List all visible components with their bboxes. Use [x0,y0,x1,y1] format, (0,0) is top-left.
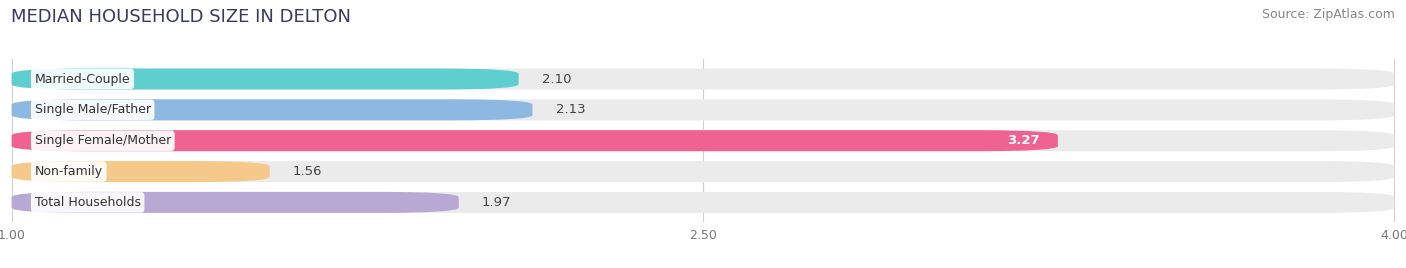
Text: 1.97: 1.97 [482,196,512,209]
Text: 2.13: 2.13 [555,103,585,116]
FancyBboxPatch shape [11,192,1395,213]
Text: Single Female/Mother: Single Female/Mother [35,134,172,147]
FancyBboxPatch shape [11,130,1395,151]
Text: MEDIAN HOUSEHOLD SIZE IN DELTON: MEDIAN HOUSEHOLD SIZE IN DELTON [11,8,352,26]
Text: 3.27: 3.27 [1007,134,1039,147]
FancyBboxPatch shape [11,192,458,213]
FancyBboxPatch shape [11,99,533,120]
FancyBboxPatch shape [11,69,519,90]
Text: Total Households: Total Households [35,196,141,209]
Text: 2.10: 2.10 [541,73,571,85]
FancyBboxPatch shape [11,69,1395,90]
FancyBboxPatch shape [11,161,270,182]
FancyBboxPatch shape [11,99,1395,120]
Text: Non-family: Non-family [35,165,103,178]
Text: Source: ZipAtlas.com: Source: ZipAtlas.com [1261,8,1395,21]
FancyBboxPatch shape [11,130,1057,151]
Text: Married-Couple: Married-Couple [35,73,131,85]
FancyBboxPatch shape [11,161,1395,182]
Text: Single Male/Father: Single Male/Father [35,103,150,116]
Text: 1.56: 1.56 [292,165,322,178]
